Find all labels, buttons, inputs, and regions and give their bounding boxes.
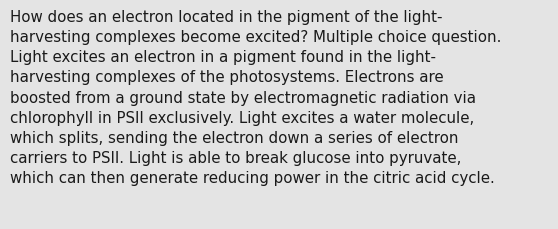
Text: How does an electron located in the pigment of the light-
harvesting complexes b: How does an electron located in the pigm… — [10, 10, 502, 185]
